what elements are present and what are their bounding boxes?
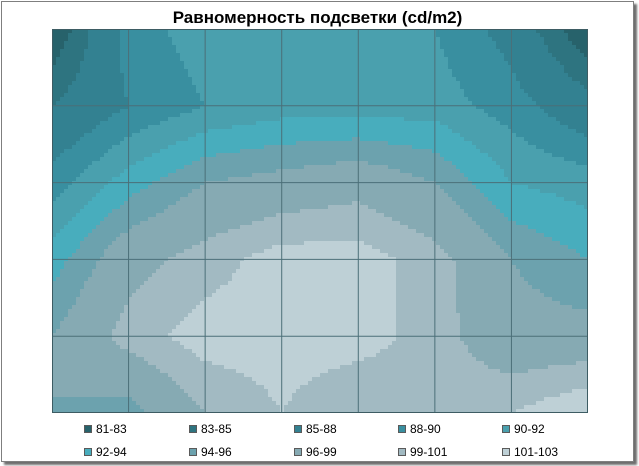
legend-item: 101-103 — [502, 445, 558, 459]
legend-label: 83-85 — [201, 422, 232, 436]
contour-band-88-90 — [52, 29, 588, 201]
contour-band-96-99 — [52, 161, 588, 413]
legend-item: 92-94 — [84, 445, 127, 459]
legend-swatch — [502, 425, 510, 433]
contour-band-101-103 — [168, 241, 588, 413]
legend-label: 92-94 — [96, 445, 127, 459]
legend-swatch — [294, 425, 302, 433]
contour-band-92-94 — [52, 117, 588, 281]
legend-swatch — [294, 448, 302, 456]
legend-swatch — [84, 448, 92, 456]
legend-item: 90-92 — [502, 422, 545, 436]
contour-band-85-88 — [52, 29, 588, 161]
legend-label: 88-90 — [410, 422, 441, 436]
legend-swatch — [398, 425, 406, 433]
legend-swatch — [84, 425, 92, 433]
legend-item: 81-83 — [84, 422, 127, 436]
contour-band-99-101 — [112, 201, 588, 413]
chart-frame: Равномерность подсветки (cd/m2) 81-83 83-… — [1, 1, 634, 462]
legend-label: 101-103 — [514, 445, 559, 459]
legend-swatch — [189, 448, 197, 456]
legend-item: 88-90 — [398, 422, 441, 436]
contour-band-90-92 — [52, 29, 588, 237]
plot-border — [52, 29, 588, 413]
legend-label: 90-92 — [514, 422, 545, 436]
legend-label: 99-101 — [410, 445, 448, 459]
legend-label: 81-83 — [96, 422, 127, 436]
legend-item: 99-101 — [398, 445, 447, 459]
chart-title: Равномерность подсветки (cd/m2) — [172, 8, 463, 27]
legend-swatch — [502, 448, 510, 456]
legend-item: 85-88 — [294, 422, 337, 436]
legend-item: 83-85 — [189, 422, 232, 436]
legend-label: 96-99 — [306, 445, 337, 459]
legend-label: 94-96 — [201, 445, 232, 459]
contour-plot — [52, 29, 588, 413]
legend-item: 94-96 — [189, 445, 232, 459]
legend-swatch — [189, 425, 197, 433]
legend-swatch — [398, 448, 406, 456]
legend-item: 96-99 — [294, 445, 337, 459]
legend-label: 85-88 — [306, 422, 337, 436]
